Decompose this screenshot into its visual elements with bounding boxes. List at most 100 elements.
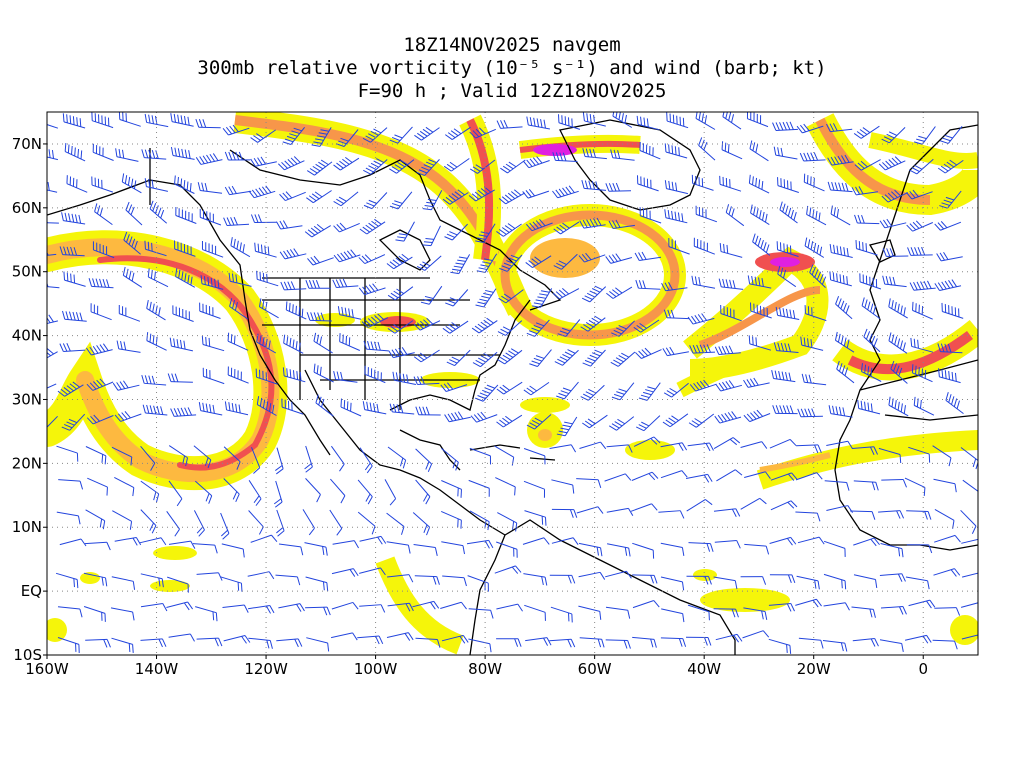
wind-barb [63,271,86,287]
wind-barb [275,574,301,586]
wind-barb [412,600,440,610]
wind-barb [664,209,688,224]
wind-barb [695,112,716,130]
wind-barb [414,126,440,141]
wind-barb [175,206,197,224]
wind-barb [906,544,933,554]
wind-barb [661,608,685,623]
wind-barb [795,472,823,481]
wind-barb [140,445,156,471]
wind-barb [668,238,690,255]
wind-barb [412,512,431,536]
wind-barb [357,479,373,505]
wind-barb [111,446,133,466]
wind-barb [799,152,826,162]
wind-barb [773,342,799,353]
wind-barb [688,542,714,552]
wind-barb [200,275,224,290]
wind-barb [827,181,853,193]
wind-barb [494,445,515,466]
wind-barb [169,337,194,352]
wind-barb [282,126,305,145]
wind-barb [250,156,277,167]
wind-barb [420,285,443,305]
wind-barb [416,255,442,271]
wind-barb [552,185,579,199]
vorticity-field [47,112,978,655]
wind-barb [826,123,853,133]
wind-barb [359,604,386,613]
wind-barb [713,508,741,518]
wind-barb [934,508,955,529]
lat-tick-label: 20N [12,454,42,472]
wind-barb [146,332,167,351]
wind-barb [861,363,882,382]
wind-barb [441,634,469,644]
lat-tick-label: EQ [21,582,42,600]
wind-barb [195,153,223,165]
wind-barb [442,575,467,587]
wind-barb [339,333,361,351]
wind-barb [276,509,285,537]
wind-barb [440,601,467,610]
wind-barb [444,411,471,423]
wind-barb [88,278,114,289]
wind-barb [85,638,111,648]
wind-barb [633,436,661,447]
wind-barb [118,112,141,127]
wind-barb [608,416,635,431]
wind-barb [750,204,770,226]
wind-barb [720,304,742,322]
wind-barb [220,512,230,540]
wind-barb [635,279,661,290]
wind-barb [770,472,798,481]
wind-barb [639,207,662,224]
wind-barb [579,637,605,648]
wind-barb [475,384,499,402]
wind-barb [576,506,604,514]
title-line-3: F=90 h ; Valid 12Z18NOV2025 [357,80,667,102]
wind-barb [715,633,743,643]
wind-barb [829,271,852,287]
wind-barb [554,349,579,366]
wind-barb [855,240,878,256]
wind-barb [719,175,742,192]
wind-barb [313,363,334,383]
wind-barb [913,396,935,416]
wind-barb [834,331,855,353]
wind-barb [523,480,546,498]
wind-barb [859,273,882,290]
wind-barb [744,543,770,555]
wind-barb [259,298,279,319]
wind-barb [578,605,602,620]
wind-barb [389,191,413,210]
wind-barb [638,382,661,401]
wind-barb [193,445,212,469]
wind-barb [496,638,522,647]
wind-barb [110,607,135,621]
wind-barb [114,476,135,497]
wind-barb [201,240,224,258]
wind-barb [828,405,853,418]
wind-barb [386,512,405,535]
wind-barb [302,509,315,536]
wind-barb [222,124,250,136]
wind-barb [330,632,358,641]
wind-barb [888,298,908,319]
wind-barb [64,143,86,162]
wind-barb [747,275,772,289]
wind-barb [941,302,964,319]
wind-barb [746,112,769,128]
wind-barb [413,349,440,363]
wind-barb [663,382,689,398]
wind-barb [47,415,58,433]
wind-barb [907,246,933,256]
wind-barb [934,221,962,231]
wind-barb [852,638,879,647]
wind-barb [804,237,825,258]
wind-barb [416,159,440,177]
wind-barb [361,313,389,328]
wind-barb [255,368,278,385]
wind-barb [256,270,279,287]
wind-barb [693,237,715,255]
